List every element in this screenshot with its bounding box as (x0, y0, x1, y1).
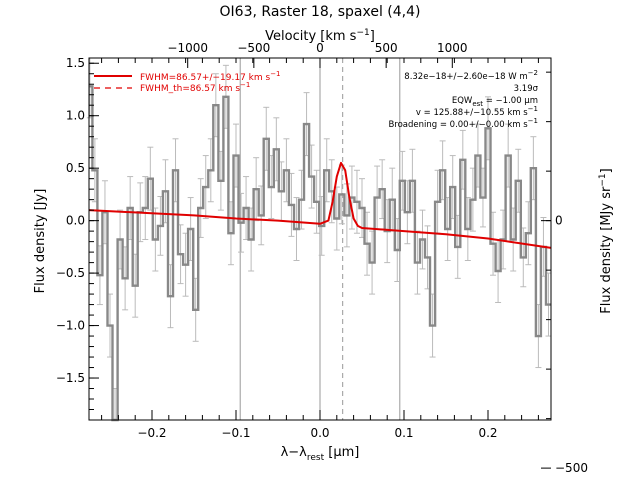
right-tick-label: −500 (555, 461, 588, 475)
x-tick-label: −0.1 (221, 426, 250, 440)
annotation-flux: 8.32e−18+/−2.60e−18 W m−2 (404, 69, 538, 82)
y-tick-label: −0.5 (56, 266, 85, 280)
y-tick-label: 1.5 (66, 56, 85, 70)
y-tick-label: 0.5 (66, 161, 85, 175)
x-axis-label: λ−λrest [μm] (281, 445, 360, 463)
annotation-sigma: 3.19σ (514, 84, 539, 94)
axis-ticks: −0.2 −0.1 0.0 0.1 0.2 −1.5 −1.0 −0.5 0.0 0.5 1.0 1.… (56, 41, 588, 475)
top-tick-label: 500 (375, 41, 398, 55)
fit-line (88, 161, 552, 249)
top-tick-label: −1000 (167, 41, 208, 55)
spectrum-step-line (89, 85, 551, 422)
top-tick-label: 0 (316, 41, 324, 55)
y-tick-label: −1.0 (56, 319, 85, 333)
fit-annotations: 8.32e−18+/−2.60e−18 W m−2 3.19σ EQWest =… (388, 69, 538, 130)
annotation-eqw: EQWest = −1.00 μm (452, 96, 538, 108)
top-axis-label: Velocity [km s−1] (265, 28, 375, 44)
fit-series (88, 161, 552, 249)
legend-entry-fwhm-th: FWHM_th=86.57 km s−1 (140, 81, 250, 94)
y-tick-label: 1.0 (66, 109, 85, 123)
right-axis-label: Flux density [MJy sr−1] (598, 168, 614, 313)
x-tick-label: −0.2 (137, 426, 166, 440)
legend-entry-fwhm: FWHM=86.57+/−19.17 km s−1 (140, 70, 281, 83)
top-tick-label: −500 (237, 41, 270, 55)
x-tick-label: 0.0 (310, 426, 329, 440)
y-tick-label: −1.5 (56, 371, 85, 385)
x-tick-label: 0.1 (394, 426, 413, 440)
spectrum-series (89, 85, 551, 422)
x-tick-label: 0.2 (478, 426, 497, 440)
y-axis-label: Flux density [Jy] (33, 189, 48, 294)
annotation-broadening: Broadening = 0.00+/−0.00 km s−1 (388, 117, 538, 130)
y-tick-label: 0.0 (66, 214, 85, 228)
chart-title: OI63, Raster 18, spaxel (4,4) (220, 4, 421, 20)
top-tick-label: 1000 (437, 41, 468, 55)
right-tick-label: 0 (555, 214, 563, 228)
legend: FWHM=86.57+/−19.17 km s−1 FWHM_th=86.57 … (94, 70, 281, 94)
annotation-velocity: v = 125.88+/−10.55 km s−1 (416, 105, 538, 118)
